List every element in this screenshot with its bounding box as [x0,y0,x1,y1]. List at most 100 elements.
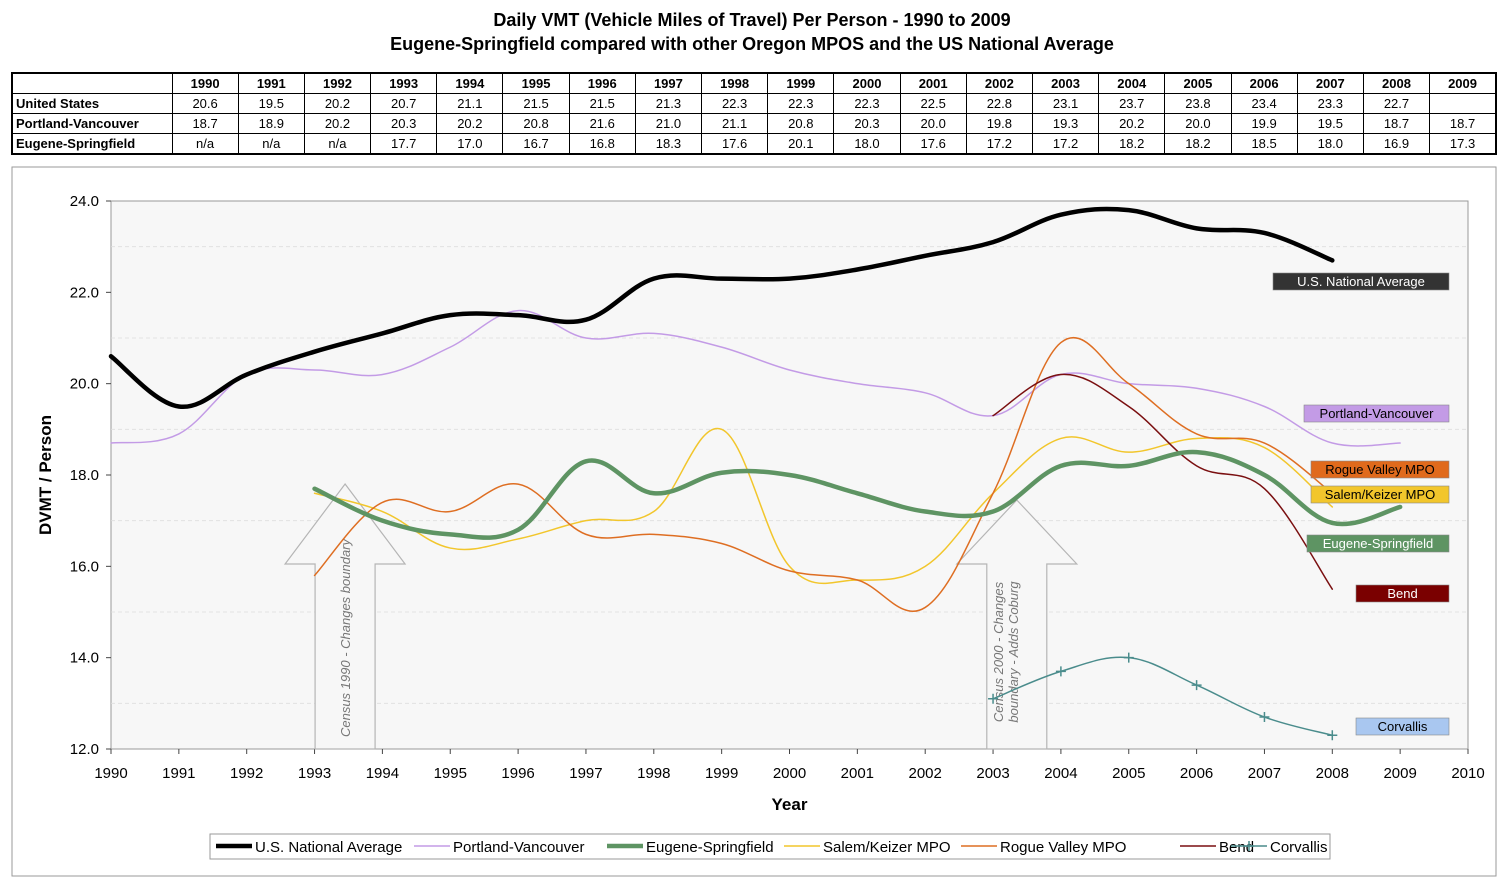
series-label: Corvallis [1378,719,1428,734]
table-cell: 23.1 [1031,93,1100,114]
table-cell: 23.4 [1230,93,1298,114]
table-cell: 18.7 [1429,113,1497,134]
table-cell: 18.0 [1296,133,1364,155]
table-cell: 17.2 [965,133,1033,155]
table-year-header: 1995 [502,72,570,94]
table-cell: 19.9 [1230,113,1298,134]
x-tick-label: 2004 [1044,765,1077,782]
table-header-row: 1990 1991 1992 1993 1994 1995 1996 1997 1998 1999… [11,72,1497,94]
x-tick-label: 2008 [1316,765,1349,782]
table-cell: 20.3 [370,113,438,134]
x-tick-label: 1997 [569,765,602,782]
series-point [988,693,999,704]
series-label-box [1355,717,1450,736]
table-cell: 19.5 [1296,113,1364,134]
table-year-header: 1993 [370,72,438,94]
table-row-label: Eugene-Springfield [11,133,173,155]
table-cell: 18.3 [634,133,703,155]
table-row-label: Portland-Vancouver [11,113,173,134]
x-tick-label: 2002 [909,765,942,782]
series-point [1123,652,1134,663]
y-tick-label: 20.0 [70,376,99,393]
table-cell: 18.0 [833,133,901,155]
series-label-box [1272,272,1450,291]
legend [209,833,1331,860]
table-cell: 20.1 [767,133,835,155]
table-cell: n/a [237,133,305,155]
table-cell: 17.0 [436,133,504,155]
table-cell: 18.7 [171,113,239,134]
table-cell: 20.2 [436,113,504,134]
x-tick-label: 2001 [841,765,874,782]
table-year-header: 1992 [303,72,372,94]
table-cell: 18.7 [1362,113,1431,134]
series-line [108,206,1335,409]
table-cell: 20.3 [833,113,901,134]
table-cell: 17.6 [700,133,769,155]
table-cell: 21.1 [700,113,769,134]
series-point [1259,712,1270,723]
y-tick-label: 12.0 [70,741,99,758]
table-cell: 23.7 [1098,93,1166,114]
series-line [312,449,1403,540]
y-axis-label: DVMT / Person [36,415,55,535]
table-row: Portland-Vancouver 18.7 18.9 20.2 20.3 20.2 20… [11,113,1497,134]
series-label-box [1310,485,1450,504]
series-label-box [1310,460,1450,479]
table-cell: 19.8 [965,113,1033,134]
series-line [313,336,1334,612]
table-cell: 17.3 [1429,133,1497,155]
table-cell: 20.0 [1164,113,1232,134]
series-point [1327,730,1338,741]
table-cell: 22.5 [899,93,967,114]
table-year-header: 2008 [1362,72,1431,94]
x-tick-label: 2007 [1248,765,1281,782]
series-line [313,427,1334,585]
series-point [1191,680,1202,691]
table-cell: 16.8 [568,133,636,155]
table-cell: 18.2 [1164,133,1232,155]
table-cell: 20.7 [370,93,438,114]
x-tick-label: 1993 [298,765,331,782]
table-cell: 18.2 [1098,133,1166,155]
legend-label: Eugene-Springfield [646,839,774,856]
x-tick-label: 1991 [162,765,195,782]
table-cell: 20.2 [1098,113,1166,134]
table-cell: 21.1 [436,93,504,114]
table-cell: n/a [303,133,372,155]
legend-label: Salem/Keizer MPO [823,839,951,856]
data-table: 1990 1991 1992 1993 1994 1995 1996 1997 1998 1999… [11,72,1497,155]
series-label: U.S. National Average [1297,274,1425,289]
series-label-box [1303,404,1450,423]
series-label: Eugene-Springfield [1323,536,1434,551]
census-1990-arrow [283,483,407,750]
series-point [1055,666,1066,677]
table-row-label: United States [11,93,173,114]
legend-label: Portland-Vancouver [453,839,584,856]
table-year-header: 2009 [1429,72,1497,94]
table-cell: 17.6 [899,133,967,155]
series-line [992,373,1334,590]
y-tick-label: 16.0 [70,558,99,575]
chart-subtitle: Eugene-Springfield compared with other O… [390,34,1114,54]
table-cell: n/a [171,133,239,155]
series-label-box [1306,534,1450,553]
x-tick-label: 2003 [976,765,1009,782]
table-cell: 18.9 [237,113,305,134]
x-axis-label: Year [772,795,808,814]
series-label-box [1355,584,1450,603]
table-cell: 19.3 [1031,113,1100,134]
series-label: Portland-Vancouver [1320,406,1435,421]
table-cell: 16.9 [1362,133,1431,155]
y-tick-label: 14.0 [70,650,99,667]
x-tick-label: 1992 [230,765,263,782]
x-tick-label: 1995 [434,765,467,782]
legend-label: U.S. National Average [255,839,402,856]
series-line [110,309,1401,447]
legend-label: Bend [1219,839,1254,856]
table-year-header: 2000 [833,72,901,94]
x-tick-label: 1990 [94,765,127,782]
x-tick-label: 1999 [705,765,738,782]
table-cell: 20.2 [303,113,372,134]
